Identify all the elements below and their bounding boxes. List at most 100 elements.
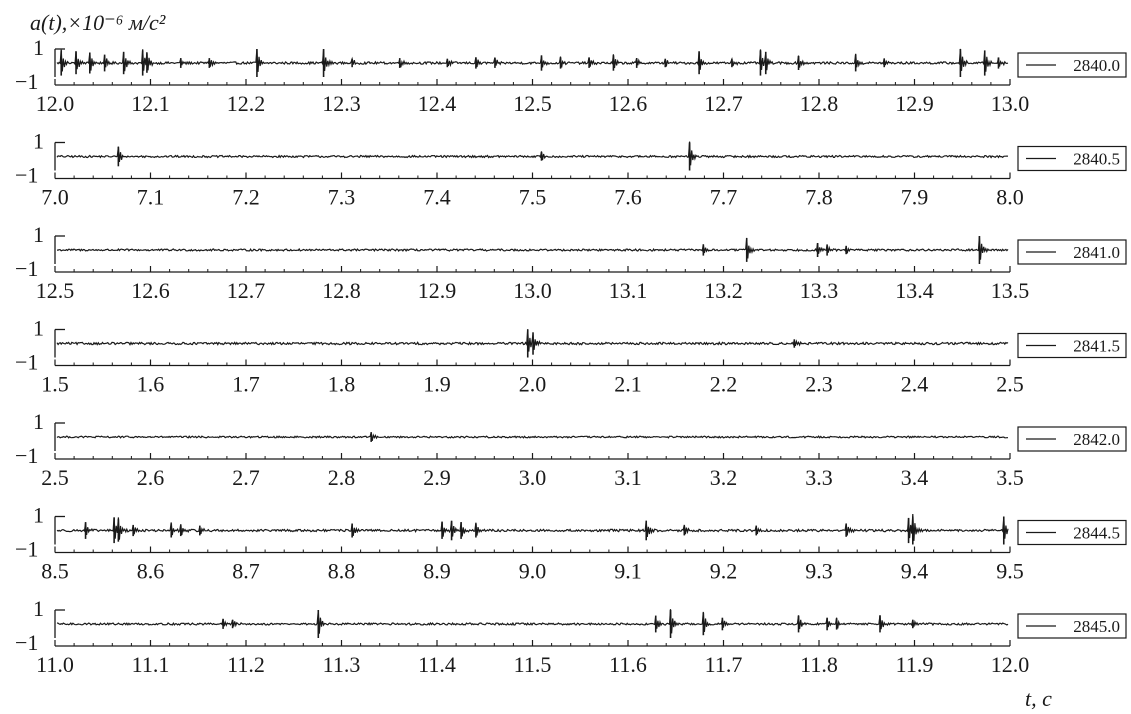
panel-2841-5: 1 −11.5 1.6 1.7 1.8 1.9 2.0 2.1 2.2 2.3 2.4 2.5 2841… bbox=[15, 316, 1127, 397]
legend-label: 2840.0 bbox=[1073, 56, 1120, 75]
x-tick-label: 1.6 bbox=[137, 372, 165, 397]
x-tick-label: 8.6 bbox=[137, 559, 165, 584]
x-tick-label: 13.5 bbox=[991, 278, 1030, 303]
x-tick-label: 9.4 bbox=[901, 559, 929, 584]
x-tick-label: 12.9 bbox=[418, 278, 457, 303]
x-tick-label: 13.0 bbox=[991, 91, 1030, 116]
x-tick-label: 9.5 bbox=[996, 559, 1024, 584]
x-tick-label: 12.5 bbox=[36, 278, 75, 303]
legend-label: 2845.0 bbox=[1073, 617, 1120, 636]
legend-label: 2842.0 bbox=[1073, 430, 1120, 449]
x-tick-label: 9.1 bbox=[614, 559, 642, 584]
x-tick-label: 1.8 bbox=[328, 372, 356, 397]
y-tick-label: −1 bbox=[15, 350, 38, 375]
x-tick-label: 12.3 bbox=[322, 91, 361, 116]
x-tick-label: 8.5 bbox=[41, 559, 69, 584]
x-tick-label: 11.3 bbox=[323, 652, 361, 677]
x-tick-label: 7.5 bbox=[519, 185, 547, 210]
x-tick-label: 2.5 bbox=[996, 372, 1024, 397]
x-tick-label: 11.0 bbox=[36, 652, 74, 677]
x-tick-label: 1.7 bbox=[232, 372, 260, 397]
x-tick-label: 3.4 bbox=[901, 465, 929, 490]
x-tick-label: 11.9 bbox=[896, 652, 934, 677]
x-tick-label: 13.4 bbox=[895, 278, 934, 303]
x-tick-label: 3.0 bbox=[519, 465, 547, 490]
x-tick-label: 7.1 bbox=[137, 185, 165, 210]
x-tick-label: 12.2 bbox=[227, 91, 266, 116]
panel-2841-0: 1 −112.5 12.6 12.7 12.8 12.9 13.0 13.1 13.2 13.3 1… bbox=[15, 222, 1127, 303]
panel-2842-0: 1 −12.5 2.6 2.7 2.8 2.9 3.0 3.1 3.2 3.3 3.4 3.5 2842… bbox=[15, 409, 1127, 490]
y-tick-label: 1 bbox=[33, 503, 44, 528]
signal-trace bbox=[56, 609, 1009, 634]
y-axis-title: a(t),×10⁻⁶ м/с² bbox=[30, 10, 166, 35]
x-tick-label: 12.6 bbox=[131, 278, 170, 303]
y-tick-label: 1 bbox=[33, 222, 44, 247]
x-tick-label: 13.3 bbox=[800, 278, 839, 303]
signal-trace bbox=[56, 141, 1009, 166]
x-tick-label: 8.0 bbox=[996, 185, 1024, 210]
x-tick-label: 2.8 bbox=[328, 465, 356, 490]
panel-2840-0: 1 −112.0 12.1 12.2 12.3 12.4 12.5 12.6 12.7 12.8 1… bbox=[15, 35, 1127, 116]
signal-trace bbox=[56, 48, 1009, 72]
y-tick-label: 1 bbox=[33, 596, 44, 621]
y-tick-label: 1 bbox=[33, 409, 44, 434]
x-tick-label: 12.8 bbox=[322, 278, 361, 303]
x-tick-label: 11.1 bbox=[132, 652, 170, 677]
y-tick-label: −1 bbox=[15, 69, 38, 94]
signal-trace bbox=[56, 432, 1008, 442]
x-tick-label: 3.5 bbox=[996, 465, 1024, 490]
x-tick-label: 12.7 bbox=[227, 278, 266, 303]
x-tick-label: 11.4 bbox=[418, 652, 456, 677]
x-tick-label: 2.6 bbox=[137, 465, 165, 490]
y-tick-label: −1 bbox=[15, 537, 38, 562]
x-tick-label: 12.4 bbox=[418, 91, 457, 116]
x-tick-label: 13.2 bbox=[704, 278, 743, 303]
x-tick-label: 12.9 bbox=[895, 91, 934, 116]
x-tick-label: 2.2 bbox=[710, 372, 738, 397]
x-tick-label: 7.6 bbox=[614, 185, 642, 210]
signal-trace bbox=[56, 513, 1009, 541]
x-tick-label: 11.6 bbox=[609, 652, 647, 677]
y-tick-label: 1 bbox=[33, 35, 44, 60]
x-tick-label: 12.0 bbox=[991, 652, 1030, 677]
x-tick-label: 7.0 bbox=[41, 185, 69, 210]
panel-2840-5: 1 −17.0 7.1 7.2 7.3 7.4 7.5 7.6 7.7 7.8 7.9 8.0 2840… bbox=[15, 129, 1127, 210]
panels-group: 1−112.0 12.1 12.2 12.3 12.4 12.5 12.6 12.7 12.8 1… bbox=[15, 35, 1127, 677]
x-tick-label: 2.7 bbox=[232, 465, 260, 490]
x-tick-label: 3.2 bbox=[710, 465, 738, 490]
x-tick-label: 11.2 bbox=[227, 652, 265, 677]
x-tick-label: 7.2 bbox=[232, 185, 260, 210]
y-tick-label: −1 bbox=[15, 630, 38, 655]
x-tick-label: 11.8 bbox=[800, 652, 838, 677]
x-tick-label: 9.2 bbox=[710, 559, 738, 584]
x-tick-label: 2.5 bbox=[41, 465, 69, 490]
y-tick-label: −1 bbox=[15, 256, 38, 281]
x-tick-label: 11.7 bbox=[705, 652, 743, 677]
x-tick-label: 12.6 bbox=[609, 91, 648, 116]
signal-trace bbox=[57, 236, 1009, 260]
x-tick-label: 7.4 bbox=[423, 185, 451, 210]
x-tick-label: 13.0 bbox=[513, 278, 552, 303]
x-tick-label: 12.5 bbox=[513, 91, 552, 116]
x-tick-label: 8.9 bbox=[423, 559, 451, 584]
x-tick-label: 7.9 bbox=[901, 185, 929, 210]
legend-label: 2844.5 bbox=[1073, 524, 1120, 543]
y-tick-label: −1 bbox=[15, 443, 38, 468]
x-tick-label: 2.9 bbox=[423, 465, 451, 490]
y-tick-label: 1 bbox=[33, 129, 44, 154]
y-tick-label: −1 bbox=[15, 163, 38, 188]
x-tick-label: 7.7 bbox=[710, 185, 738, 210]
x-tick-label: 8.8 bbox=[328, 559, 356, 584]
x-tick-label: 11.5 bbox=[514, 652, 552, 677]
x-tick-label: 13.1 bbox=[609, 278, 648, 303]
x-tick-label: 7.3 bbox=[328, 185, 356, 210]
x-tick-label: 2.4 bbox=[901, 372, 929, 397]
x-tick-label: 12.7 bbox=[704, 91, 743, 116]
legend-label: 2841.0 bbox=[1073, 243, 1120, 262]
x-tick-label: 8.7 bbox=[232, 559, 260, 584]
x-tick-label: 12.8 bbox=[800, 91, 839, 116]
legend-label: 2841.5 bbox=[1073, 337, 1120, 356]
x-tick-label: 12.1 bbox=[131, 91, 170, 116]
x-axis-title: t, с bbox=[1025, 686, 1052, 711]
